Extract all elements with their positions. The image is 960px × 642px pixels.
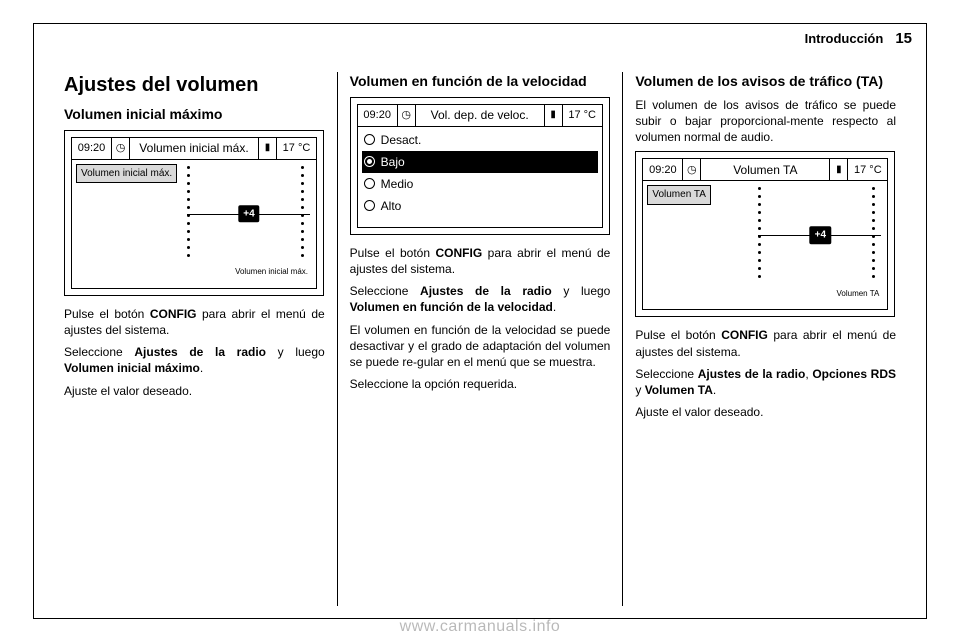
col3-lcd-menu-button: Volumen TA (647, 185, 711, 205)
header-page-number: 15 (895, 30, 912, 47)
text-bold: Ajustes de la radio (134, 345, 266, 359)
col3-p2: Seleccione Ajustes de la radio, Opciones… (635, 366, 896, 398)
radio-icon (364, 178, 375, 189)
text: . (713, 383, 716, 397)
clock-icon: ◷ (683, 159, 701, 181)
col2-p4: Seleccione la opción requerida. (350, 376, 611, 392)
watermark: www.carmanuals.info (0, 618, 960, 636)
radio-icon (364, 200, 375, 211)
col3-screenshot-inner: 09:20 ◷ Volumen TA ▮ 17 °C Volumen TA (642, 158, 888, 310)
col2-subheading: Volumen en función de la velocidad (350, 72, 611, 91)
text: Pulse el botón (635, 328, 721, 342)
col1-screenshot: 09:20 ◷ Volumen inicial máx. ▮ 17 °C Vol… (64, 130, 324, 296)
col1-lcd-title: Volumen inicial máx. (130, 137, 258, 159)
col2-lcd-titlebar: 09:20 ◷ Vol. dep. de veloc. ▮ 17 °C (358, 105, 602, 127)
text: . (200, 361, 203, 375)
col3-p1: Pulse el botón CONFIG para abrir el menú… (635, 327, 896, 359)
radio-label: Medio (381, 176, 414, 192)
col3-lcd-temp: 17 °C (847, 159, 887, 181)
col1-slider-caption: Volumen inicial máx. (235, 267, 308, 278)
col1-screenshot-inner: 09:20 ◷ Volumen inicial máx. ▮ 17 °C Vol… (71, 137, 317, 289)
col3-lcd-title: Volumen TA (701, 159, 829, 181)
col3-lcd-titlebar: 09:20 ◷ Volumen TA ▮ 17 °C (643, 159, 887, 181)
col3-slider-knob: +4 (810, 227, 831, 245)
col1-lcd-time: 09:20 (72, 137, 112, 159)
radio-label: Bajo (381, 154, 405, 170)
text: Seleccione (64, 345, 134, 359)
col3-slider-caption: Volumen TA (837, 289, 880, 300)
col1-slider-knob: +4 (238, 205, 259, 223)
text-bold: Volumen inicial máximo (64, 361, 200, 375)
text: . (553, 300, 556, 314)
text-bold: CONFIG (150, 307, 197, 321)
radio-icon (364, 134, 375, 145)
col1-lcd-menu-button: Volumen inicial máx. (76, 164, 177, 184)
columns: Ajustes del volumen Volumen inicial máxi… (52, 72, 908, 606)
text: y (635, 383, 644, 397)
text: Pulse el botón (350, 246, 436, 260)
column-1: Ajustes del volumen Volumen inicial máxi… (52, 72, 337, 606)
col2-p3: El volumen en función de la velocidad se… (350, 322, 611, 371)
text: y luego (266, 345, 325, 359)
clock-icon: ◷ (112, 137, 130, 159)
text-bold: Ajustes de la radio (698, 367, 806, 381)
col3-lcd-body: Volumen TA +4 Volumen TA (643, 181, 887, 301)
col2-p2: Seleccione Ajustes de la radio y luego V… (350, 283, 611, 315)
lcd-footer (72, 280, 316, 288)
col1-lcd-temp: 17 °C (276, 137, 316, 159)
col2-p1: Pulse el botón CONFIG para abrir el menú… (350, 245, 611, 277)
col2-screenshot: 09:20 ◷ Vol. dep. de veloc. ▮ 17 °C Desa… (350, 97, 610, 235)
radio-item-selected: Bajo (362, 151, 598, 173)
col1-slider: +4 (167, 166, 310, 262)
text-bold: Volumen en función de la velocidad (350, 300, 553, 314)
radio-label: Desact. (381, 132, 422, 148)
text-bold: Ajustes de la radio (420, 284, 552, 298)
col1-lcd-body: Volumen inicial máx. +4 Volumen inicial (72, 160, 316, 280)
col3-lcd-time: 09:20 (643, 159, 683, 181)
text: y luego (552, 284, 611, 298)
col1-lcd-titlebar: 09:20 ◷ Volumen inicial máx. ▮ 17 °C (72, 138, 316, 160)
col3-screenshot: 09:20 ◷ Volumen TA ▮ 17 °C Volumen TA (635, 151, 895, 317)
text-bold: CONFIG (436, 246, 483, 260)
text-bold: CONFIG (721, 328, 768, 342)
signal-icon: ▮ (258, 137, 276, 159)
col1-p3: Ajuste el valor deseado. (64, 383, 325, 399)
signal-icon: ▮ (829, 159, 847, 181)
page-header: Introducción 15 (34, 24, 926, 52)
col2-screenshot-inner: 09:20 ◷ Vol. dep. de veloc. ▮ 17 °C Desa… (357, 104, 603, 228)
page-frame: Introducción 15 Ajustes del volumen Volu… (33, 23, 927, 619)
signal-icon: ▮ (544, 104, 562, 126)
column-3: Volumen de los avisos de tráfico (TA) El… (622, 72, 908, 606)
text: Seleccione (350, 284, 420, 298)
clock-icon: ◷ (398, 104, 416, 126)
col2-lcd-temp: 17 °C (562, 104, 602, 126)
radio-item: Desact. (362, 129, 598, 151)
text-bold: Volumen TA (645, 383, 713, 397)
text: Pulse el botón (64, 307, 150, 321)
col3-p3: Ajuste el valor deseado. (635, 404, 896, 420)
column-2: Volumen en función de la velocidad 09:20… (337, 72, 623, 606)
lcd-footer (358, 219, 602, 227)
text: Seleccione (635, 367, 697, 381)
col1-heading: Ajustes del volumen (64, 72, 325, 99)
col3-subheading: Volumen de los avisos de tráfico (TA) (635, 72, 896, 91)
col2-lcd-body: Desact. Bajo Medio (358, 127, 602, 219)
radio-icon-filled (364, 156, 375, 167)
col2-lcd-time: 09:20 (358, 104, 398, 126)
text-bold: Opciones RDS (812, 367, 896, 381)
col1-p1: Pulse el botón CONFIG para abrir el menú… (64, 306, 325, 338)
header-section: Introducción (805, 31, 884, 46)
col3-p0: El volumen de los avisos de tráfico se p… (635, 97, 896, 146)
radio-label: Alto (381, 198, 402, 214)
radio-list: Desact. Bajo Medio (358, 127, 602, 219)
col3-slider: +4 (738, 187, 881, 283)
col1-subheading: Volumen inicial máximo (64, 105, 325, 124)
col2-lcd-title: Vol. dep. de veloc. (416, 104, 544, 126)
col1-p2: Seleccione Ajustes de la radio y luego V… (64, 344, 325, 376)
radio-item: Medio (362, 173, 598, 195)
radio-item: Alto (362, 195, 598, 217)
lcd-footer (643, 301, 887, 309)
